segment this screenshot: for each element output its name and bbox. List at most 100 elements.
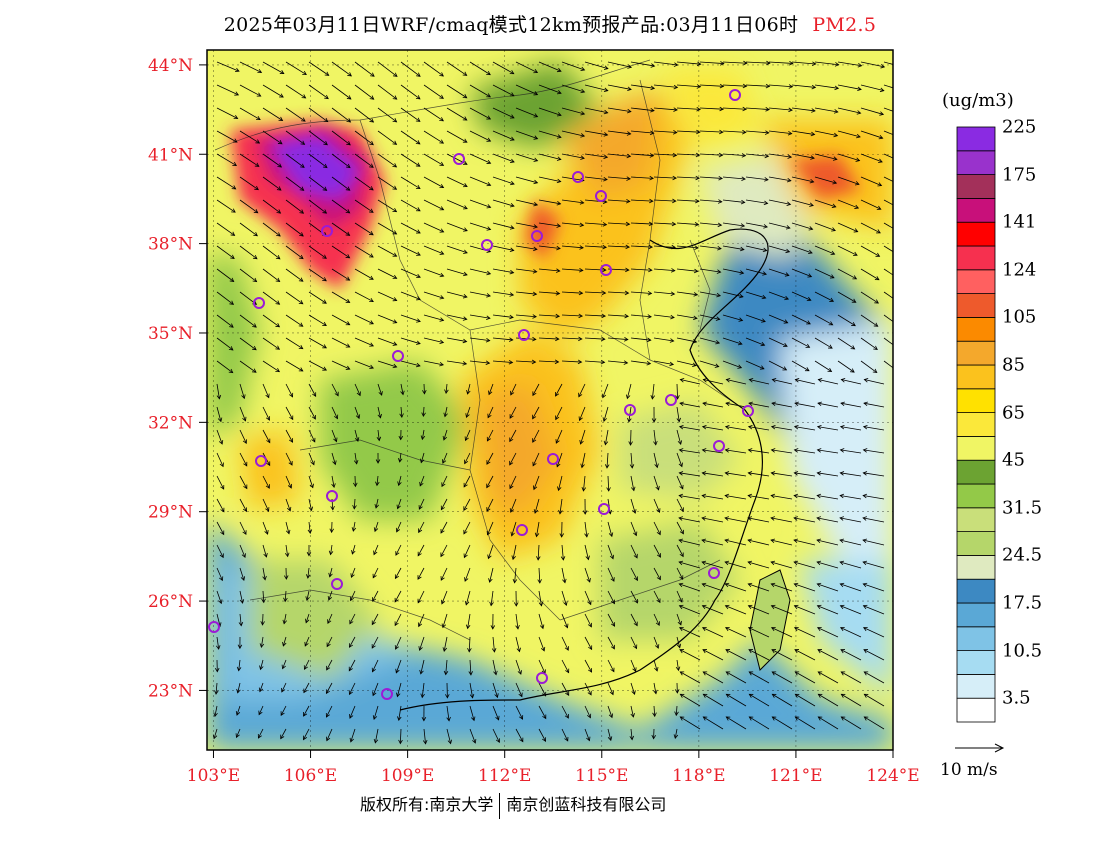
wind-arrow	[793, 539, 816, 546]
wind-arrow	[331, 360, 350, 370]
wind-arrowhead	[862, 424, 868, 430]
wind-arrow	[239, 613, 242, 626]
lon-label: 112°E	[478, 766, 531, 786]
wind-arrow	[883, 107, 893, 112]
wind-arrow	[771, 627, 793, 638]
wind-arrow	[676, 429, 682, 445]
wind-arrow	[722, 245, 744, 250]
wind-arrowhead	[441, 623, 447, 629]
colorbar-box	[956, 245, 996, 271]
wind-arrowhead	[787, 154, 793, 159]
wind-arrow	[555, 429, 563, 444]
wind-arrow	[676, 452, 683, 467]
wind-arrowhead	[809, 202, 814, 207]
wind-arrow	[239, 314, 257, 328]
wind-arrow	[772, 671, 793, 684]
wind-arrowhead	[747, 516, 752, 521]
wind-arrowhead	[463, 553, 468, 559]
wind-arrowhead	[259, 665, 264, 671]
wind-arrowhead	[630, 713, 635, 718]
wind-arrowhead	[793, 604, 799, 610]
wind-arrowhead	[715, 316, 721, 321]
wind-arrow	[725, 583, 747, 592]
wind-arrow	[487, 544, 494, 559]
wind-arrowhead	[508, 337, 514, 342]
wind-arrow	[745, 130, 769, 134]
wind-arrow	[377, 337, 397, 346]
wind-arrow	[354, 360, 374, 369]
wind-arrowhead	[213, 712, 218, 718]
wind-arrowhead	[770, 604, 776, 610]
wind-arrowhead	[600, 359, 606, 365]
wind-arrowhead	[724, 560, 730, 566]
wind-arrowhead	[831, 203, 837, 208]
wind-arrowhead	[874, 276, 880, 281]
wind-arrow	[308, 176, 327, 191]
wind-arrow	[702, 402, 724, 408]
wind-arrow	[446, 222, 468, 232]
wind-arrowhead	[725, 671, 731, 676]
wind-arrowhead	[397, 458, 403, 463]
wind-arrowhead	[346, 141, 351, 146]
wind-arrowhead	[396, 692, 401, 698]
wind-arrow	[676, 222, 699, 225]
wind-arrow	[354, 107, 374, 123]
wind-arrowhead	[678, 424, 684, 430]
wind-arrowhead	[398, 435, 404, 441]
wind-arrow	[607, 544, 614, 559]
wind-arrow	[722, 337, 743, 345]
wind-arrow	[304, 659, 310, 670]
wind-arrow	[699, 222, 722, 226]
wind-arrow	[215, 682, 218, 695]
wind-arrowhead	[862, 516, 867, 521]
wind-arrow	[745, 268, 767, 275]
wind-arrowhead	[486, 507, 491, 512]
wind-arrowhead	[486, 530, 491, 536]
wind-arrowhead	[323, 117, 329, 123]
wind-arrow	[841, 716, 862, 730]
wind-arrowhead	[490, 625, 496, 630]
wind-arrowhead	[678, 560, 684, 566]
wind-arrow	[840, 449, 862, 454]
colorbar-box	[956, 507, 996, 532]
wind-arrow	[607, 475, 610, 491]
wind-arrowhead	[725, 401, 730, 407]
wind-arrow	[464, 452, 471, 464]
wind-arrowhead	[770, 538, 776, 544]
wind-arrowhead	[463, 529, 468, 535]
wind-arrowhead	[628, 441, 633, 446]
wind-arrowhead	[300, 140, 306, 145]
wind-arrowhead	[345, 186, 351, 191]
wind-arrowhead	[626, 131, 632, 136]
lat-label: 29°N	[148, 503, 193, 523]
wind-arrowhead	[828, 321, 834, 326]
station-marker	[326, 490, 338, 502]
wind-arrowhead	[312, 392, 317, 397]
wind-arrow	[354, 291, 374, 302]
wind-arrow	[864, 716, 885, 730]
wind-arrow	[724, 517, 747, 523]
wind-arrow	[725, 605, 747, 615]
wind-arrow	[676, 475, 684, 490]
wind-arrow	[216, 360, 233, 373]
wind-arrowhead	[610, 577, 615, 582]
wind-arrow	[703, 716, 724, 730]
wind-arrow	[630, 636, 637, 649]
wind-arrowhead	[670, 268, 676, 273]
wind-arrow	[423, 130, 444, 144]
wind-arrowhead	[555, 439, 560, 444]
wind-arrow	[331, 383, 339, 396]
wind-arrowhead	[655, 485, 660, 491]
wind-arrowhead	[724, 626, 730, 632]
wind-arrowhead	[807, 273, 813, 278]
wind-arrowhead	[275, 368, 281, 373]
wind-arrow	[794, 627, 816, 638]
wind-arrow	[702, 472, 724, 477]
wind-arrow	[561, 314, 583, 317]
wind-arrow	[377, 176, 397, 190]
wind-arrow	[331, 176, 351, 191]
wind-arrowhead	[510, 531, 515, 537]
wind-arrowhead	[650, 63, 656, 68]
wind-arrowhead	[625, 244, 631, 250]
colorbar-box	[956, 674, 996, 699]
